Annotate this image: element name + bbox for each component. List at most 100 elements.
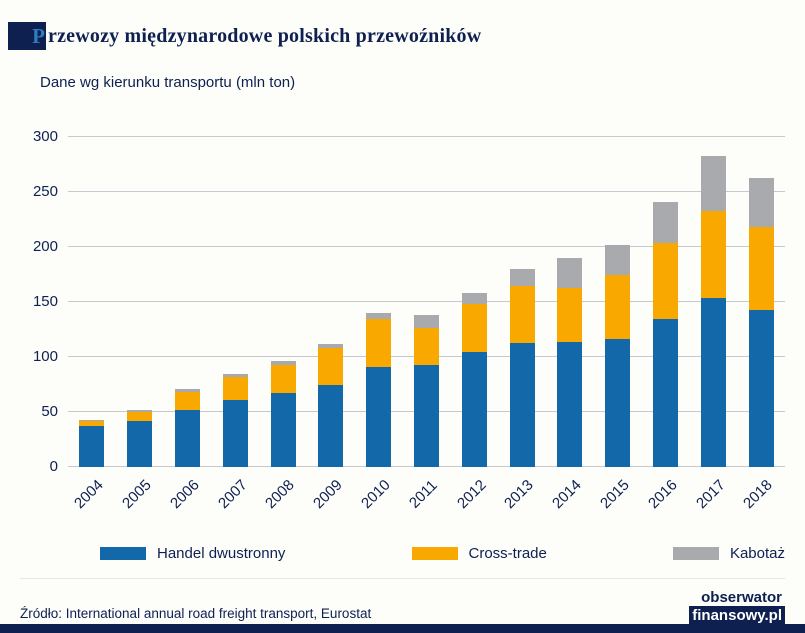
bar-segment [413,315,439,329]
bar-segment [413,328,439,365]
bar-group-2012 [450,137,498,467]
y-tick-label-0: 0 [49,458,58,475]
plot-area: 0 50 100 150 200 250 300 [33,128,785,475]
x-tick-label-2014: 2014 [549,476,585,513]
bar-segment [652,242,678,319]
bar-segment [557,258,583,288]
title-row: P rzewozy międzynarodowe polskich przewo… [8,22,785,50]
bottom-accent-band [0,624,805,633]
x-tick-label-2009: 2009 [310,476,346,513]
y-tick-label-150: 150 [32,293,58,310]
chart-legend: Handel dwustronny Cross-trade Kabotaż [100,545,785,562]
bar-segment [366,366,392,467]
stacked-bar-2007 [222,373,248,467]
x-tick-label-2015: 2015 [597,476,633,513]
logo: obserwator finansowy.pl [689,589,785,625]
bar-group-2006 [164,137,212,467]
stacked-bar-2006 [174,388,200,467]
x-tick-slot: 2005 [116,467,164,521]
bar-group-2016 [642,137,690,467]
x-tick-slot: 2017 [689,467,737,521]
x-tick-slot: 2009 [307,467,355,521]
bar-segment [79,419,105,421]
gridline-250 [68,191,785,192]
stacked-bar-2015 [605,244,631,467]
bar-group-2007 [211,137,259,467]
legend-label: Kabotaż [729,545,785,562]
legend-item-1: Cross-trade [411,545,547,562]
bar-segment [366,313,392,319]
bar-segment [174,392,200,410]
bar-segment [127,420,153,467]
x-tick-slot: 2004 [68,467,116,521]
page-title: rzewozy międzynarodowe polskich przewoźn… [48,24,482,47]
title-first-letter: P [32,23,45,48]
bar-segment [174,409,200,467]
stacked-bar-2017 [700,155,726,467]
bar-segment [700,155,726,211]
x-tick-label-2018: 2018 [740,476,777,513]
stacked-bar-2004 [79,419,105,467]
bar-group-2010 [355,137,403,467]
gridline-300 [68,136,785,137]
x-tick-label-2006: 2006 [166,476,203,513]
stacked-bar-2011 [413,315,439,467]
bar-segment [557,287,583,342]
x-tick-slot: 2015 [594,467,642,521]
bar-segment [318,348,344,385]
bar-group-2017 [689,137,737,467]
x-tick-slot: 2016 [642,467,690,521]
legend-swatch [672,547,719,560]
bar-group-2013 [498,137,546,467]
bar-segment [652,201,678,243]
bar-segment [461,293,487,305]
bar-segment [461,351,487,467]
x-tick-slot: 2007 [211,467,259,521]
bar-segment [270,393,296,467]
legend-swatch [411,547,458,560]
bar-segment [652,318,678,467]
bar-segment [557,341,583,467]
bar-segment [222,376,248,400]
bar-group-2009 [307,137,355,467]
bar-segment [222,399,248,467]
header: P rzewozy międzynarodowe polskich przewo… [0,0,805,91]
x-tick-slot: 2013 [498,467,546,521]
bar-segment [700,297,726,467]
x-tick-label-2017: 2017 [692,476,729,513]
gridline-150 [68,301,785,302]
bar-segment [79,420,105,427]
bar-segment [605,244,631,275]
bar-segment [270,364,296,394]
legend-item-0: Handel dwustronny [100,545,285,562]
bar-group-2014 [546,137,594,467]
bar-segment [413,364,439,467]
bar-segment [748,227,774,310]
y-tick-label-100: 100 [32,348,58,365]
bar-segment [509,342,535,467]
x-axis-labels: 2004 2005 2006 2007 2008 2009 2010 2011 2012 2013… [68,467,785,521]
x-tick-label-2013: 2013 [501,476,538,513]
bar-segment [79,426,105,467]
bar-segment [509,285,535,343]
legend-label: Cross-trade [468,545,547,562]
x-tick-slot: 2008 [259,467,307,521]
x-tick-slot: 2018 [737,467,785,521]
bar-group-2015 [594,137,642,467]
bar-group-2011 [403,137,451,467]
bar-segment [222,373,248,377]
stacked-bar-2005 [127,409,153,467]
stacked-bar-2018 [748,177,774,467]
bar-group-2004 [68,137,116,467]
bar-segment [270,361,296,365]
x-tick-label-2005: 2005 [119,476,155,513]
stacked-bar-2010 [366,313,392,467]
stacked-bar-2009 [318,343,344,467]
bar-segment [748,177,774,228]
title-accent-box: P [8,22,46,50]
bar-segment [509,269,535,286]
x-tick-label-2011: 2011 [406,476,442,512]
bar-segment [318,343,344,349]
bar-group-2008 [259,137,307,467]
